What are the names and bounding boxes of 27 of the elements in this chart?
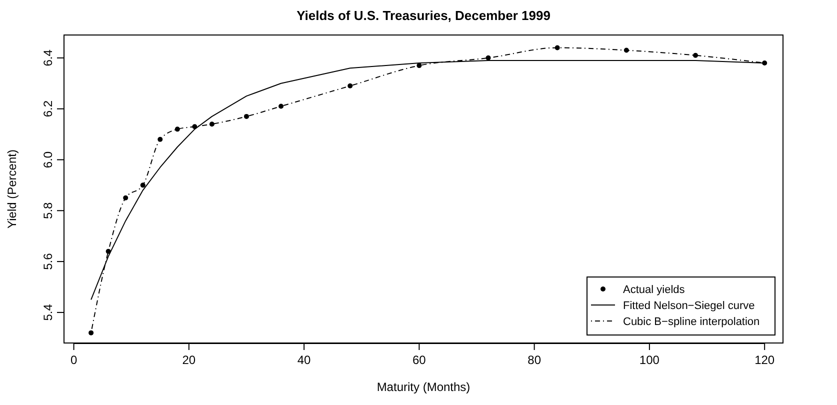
x-tick-label: 60 [412,353,426,367]
x-tick-label: 80 [528,353,542,367]
legend-label: Actual yields [623,284,686,296]
y-tick-label: 5.4 [41,304,55,321]
x-tick-label: 120 [754,353,775,367]
point [174,126,180,132]
x-tick-label: 20 [182,353,196,367]
legend-label: Cubic B−spline interpolation [623,316,760,328]
legend-label: Fitted Nelson−Siegel curve [623,300,755,312]
y-tick-label: 6.2 [41,100,55,118]
point [348,83,353,88]
y-tick-label: 6.4 [41,49,55,66]
point [88,330,94,336]
point [416,63,422,68]
y-tick-label: 5.6 [41,252,55,270]
chart-title: Yields of U.S. Treasuries, December 1999 [296,8,550,23]
point [209,122,214,127]
y-axis-title: Yield (Percent) [5,150,19,228]
point [244,114,249,119]
x-axis-title: Maturity (Months) [376,380,470,394]
x-tick-label: 40 [297,353,312,367]
x-tick-label: 0 [70,353,78,367]
y-tick-label: 5.8 [41,202,55,219]
point [278,104,284,109]
y-tick-label: 6.0 [41,151,55,168]
x-tick-label: 100 [639,353,660,367]
point [693,52,698,58]
